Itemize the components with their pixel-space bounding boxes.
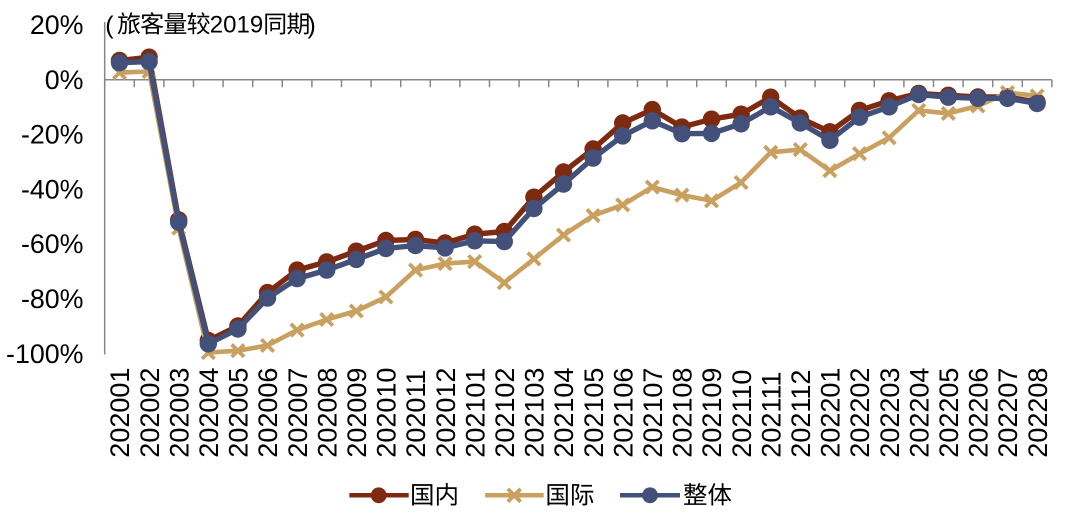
- svg-text:-100%: -100%: [6, 339, 83, 369]
- svg-text:202208: 202208: [1023, 368, 1053, 458]
- svg-text:202108: 202108: [668, 368, 698, 458]
- svg-text:202004: 202004: [194, 368, 224, 458]
- svg-text:202106: 202106: [608, 368, 638, 458]
- svg-text:202109: 202109: [697, 368, 727, 458]
- svg-text:-40%: -40%: [21, 174, 84, 204]
- svg-text:202009: 202009: [342, 368, 372, 458]
- svg-text:(: (: [105, 12, 114, 40]
- svg-text:202207: 202207: [993, 368, 1023, 458]
- svg-text:2019: 2019: [210, 12, 263, 39]
- svg-text:202112: 202112: [786, 370, 816, 458]
- svg-text:202110: 202110: [727, 370, 757, 458]
- svg-text:202005: 202005: [224, 368, 254, 458]
- svg-text:202006: 202006: [253, 368, 283, 458]
- svg-text:0%: 0%: [45, 65, 84, 95]
- svg-text:202111: 202111: [756, 372, 786, 458]
- svg-text:202002: 202002: [135, 368, 165, 458]
- svg-text:202011: 202011: [401, 370, 431, 458]
- svg-text:-60%: -60%: [21, 229, 84, 259]
- svg-text:202201: 202201: [816, 368, 846, 458]
- svg-text:202205: 202205: [934, 368, 964, 458]
- svg-text:202105: 202105: [579, 368, 609, 458]
- svg-text:-80%: -80%: [21, 284, 84, 314]
- svg-text:202003: 202003: [164, 368, 194, 458]
- svg-text:202107: 202107: [638, 368, 668, 458]
- svg-text:202104: 202104: [549, 368, 579, 458]
- svg-text:202101: 202101: [460, 368, 490, 458]
- svg-text:202103: 202103: [520, 368, 550, 458]
- svg-text:202204: 202204: [904, 368, 934, 458]
- svg-text:202206: 202206: [964, 368, 994, 458]
- svg-text:202203: 202203: [875, 368, 905, 458]
- svg-text:-20%: -20%: [21, 120, 84, 150]
- svg-text:202202: 202202: [845, 368, 875, 458]
- svg-text:202010: 202010: [372, 368, 402, 458]
- svg-text:202007: 202007: [283, 368, 313, 458]
- svg-text:202012: 202012: [431, 368, 461, 458]
- svg-text:): ): [308, 12, 316, 40]
- svg-text:202102: 202102: [490, 368, 520, 458]
- svg-text:20%: 20%: [30, 10, 84, 40]
- svg-text:202008: 202008: [312, 368, 342, 458]
- svg-text:202001: 202001: [105, 368, 135, 458]
